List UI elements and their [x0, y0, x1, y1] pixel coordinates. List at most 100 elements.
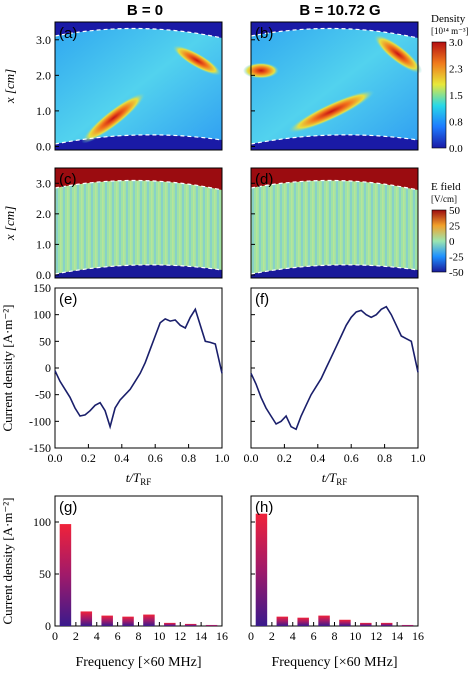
x-tick-label: 0.6: [344, 451, 359, 465]
efield-colorbar-tick-label: 50: [449, 205, 461, 217]
efield-map-c: [55, 168, 222, 278]
panel-label-b: (b): [255, 25, 273, 42]
sheath-bottom: [251, 134, 418, 150]
x-tick-label: 0.8: [181, 451, 196, 465]
y-tick-label: 100: [33, 515, 51, 529]
sheath-top: [251, 22, 418, 38]
x-tick-label: 0.0: [244, 451, 259, 465]
y-tick-label: 2.0: [36, 68, 51, 82]
x-tick-label: 0.0: [48, 451, 63, 465]
sheath-edge: [54, 134, 223, 145]
sheath-top: [55, 168, 222, 190]
y-axis-label-current: Current density [A·m⁻²]: [0, 304, 15, 431]
density-beam: [373, 34, 423, 74]
x-tick-label: 14: [391, 629, 403, 643]
x-tick-label: 2: [269, 629, 275, 643]
density-beam: [243, 62, 280, 79]
spectrum-bar: [164, 622, 176, 626]
density-beam: [287, 90, 375, 134]
spectrum-bar: [276, 616, 289, 626]
y-tick-label: 2.0: [36, 207, 51, 221]
y-tick-label: 0.0: [36, 268, 51, 282]
x-tick-label: 1.0: [215, 451, 230, 465]
spectrum-bar: [401, 624, 414, 626]
sheath-edge: [54, 264, 223, 275]
x-tick-label: 0: [52, 629, 58, 643]
x-tick-label: 8: [332, 629, 338, 643]
y-tick-label: 3.0: [36, 176, 51, 190]
x-tick-label: 10: [349, 629, 361, 643]
plot-frame: [54, 495, 223, 627]
sheath-top: [251, 168, 418, 190]
density-beam: [172, 45, 222, 76]
y-tick-label: 1.0: [36, 237, 51, 251]
x-tick-label: 0.6: [148, 451, 163, 465]
spectrum-bar: [380, 622, 393, 626]
spectrum-bar: [339, 619, 351, 626]
sheath-top: [55, 22, 222, 38]
efield-colorbar-title: E field: [431, 181, 461, 193]
current-trace-e: [54, 307, 223, 430]
column-title-left: B = 0: [126, 2, 164, 19]
x-tick-label: 1.0: [411, 451, 426, 465]
x-tick-label: 0.8: [377, 451, 392, 465]
density-colorbar-title: Density: [431, 13, 466, 25]
x-axis-label-time: t/TRF: [322, 470, 347, 487]
y-axis-label-density: x [cm]: [2, 69, 17, 104]
sheath-edge: [250, 264, 419, 275]
x-tick-label: 4: [290, 629, 296, 643]
spectrum-bar: [360, 622, 372, 626]
density-map-a: [55, 22, 222, 150]
x-tick-label: 0.2: [277, 451, 292, 465]
sheath-edge: [250, 27, 419, 39]
current-trace-f: [250, 305, 419, 431]
x-tick-label: 10: [153, 629, 165, 643]
spectrum-bar: [59, 524, 72, 626]
x-axis-label-frequency: Frequency [×60 MHz]: [271, 655, 397, 670]
x-axis-label-time: t/TRF: [126, 470, 151, 487]
y-tick-label: -100: [29, 414, 51, 428]
x-tick-label: 4: [94, 629, 100, 643]
y-axis-label-spectrum: Current density [A·m⁻²]: [0, 497, 15, 624]
x-tick-label: 16: [216, 629, 228, 643]
y-axis-label-efield: x [cm]: [2, 206, 17, 241]
efield-colorbar-tick-label: 25: [449, 221, 461, 233]
y-tick-label: 0.0: [36, 139, 51, 153]
efield-colorbar-unit: [V/cm]: [431, 194, 457, 204]
density-beam: [81, 92, 146, 144]
plot-frame: [54, 287, 223, 449]
spectrum-bar: [205, 624, 218, 626]
x-axis-label-sub: RF: [140, 477, 151, 487]
panel-frame: [54, 167, 223, 279]
y-tick-label: -50: [35, 388, 51, 402]
spectrum-bar: [184, 623, 197, 626]
panel-frame: [250, 21, 419, 151]
spectrum-bar: [101, 615, 113, 626]
spectrum-bar: [80, 611, 93, 626]
y-tick-label: 50: [39, 334, 51, 348]
column-title-right: B = 10.72 G: [299, 2, 381, 19]
panel-label-a: (a): [59, 25, 77, 42]
x-tick-label: 0.4: [310, 451, 325, 465]
panel-label-g: (g): [59, 499, 77, 516]
panel-label-e: (e): [59, 291, 77, 308]
spectrum-bar: [122, 616, 134, 626]
y-tick-label: 0: [45, 361, 51, 375]
y-tick-label: 50: [39, 567, 51, 581]
x-tick-label: 14: [195, 629, 207, 643]
density-colorbar-unit: [10¹⁴ m⁻³]: [431, 26, 469, 36]
x-tick-label: 12: [370, 629, 382, 643]
efield-map-d: [251, 168, 418, 278]
x-tick-label: 0.4: [114, 451, 129, 465]
plot-frame: [250, 287, 419, 449]
density-colorbar-tick-label: 1.5: [449, 90, 463, 102]
x-tick-label: 12: [174, 629, 186, 643]
spectrum-bar: [143, 614, 155, 626]
density-colorbar-tick-label: 2.3: [449, 64, 463, 76]
density-colorbar-tick-label: 0.8: [449, 117, 463, 129]
sheath-edge: [250, 134, 419, 145]
x-tick-label: 6: [311, 629, 317, 643]
x-axis-label-sub: RF: [336, 477, 347, 487]
sheath-edge: [54, 179, 223, 191]
x-tick-label: 0.2: [81, 451, 96, 465]
